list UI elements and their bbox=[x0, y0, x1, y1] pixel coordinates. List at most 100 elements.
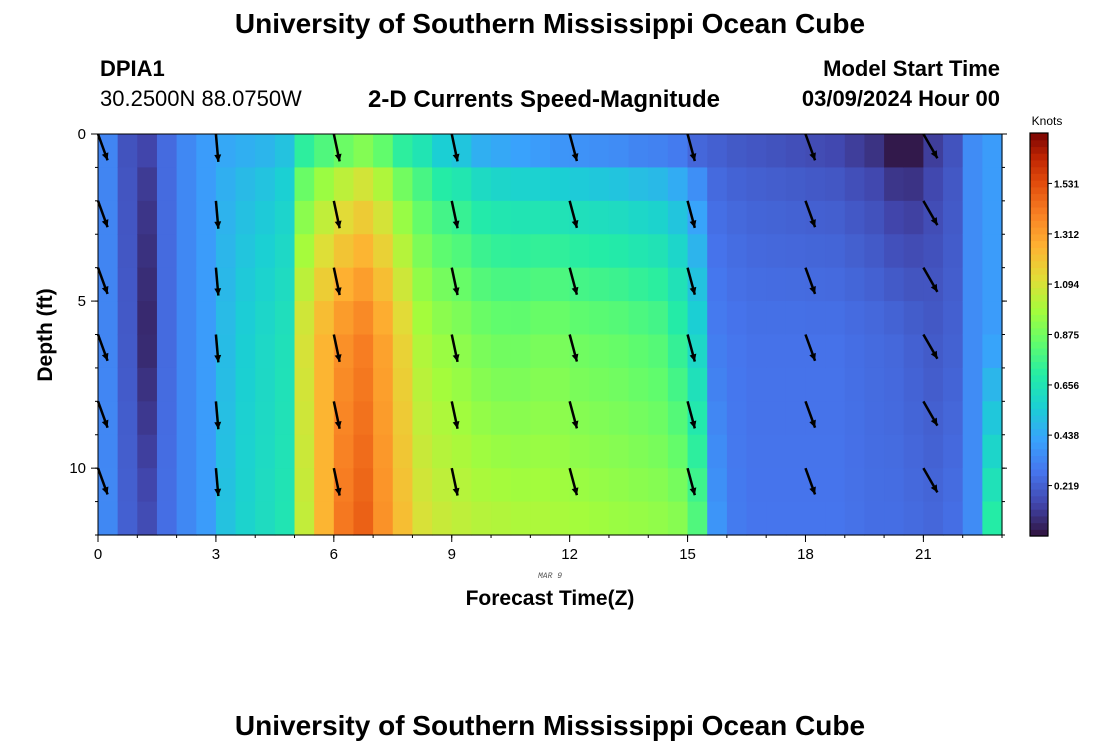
colorbar-segment bbox=[1030, 361, 1048, 369]
heatmap-cell bbox=[707, 301, 728, 336]
heatmap-cell bbox=[491, 367, 512, 402]
heatmap-cell bbox=[550, 468, 571, 503]
heatmap-cell bbox=[510, 134, 531, 169]
current-arrow bbox=[332, 267, 342, 296]
heatmap-cell bbox=[726, 334, 748, 369]
heatmap-cell bbox=[333, 501, 355, 536]
heatmap-cell bbox=[726, 200, 748, 235]
current-arrow bbox=[214, 468, 222, 497]
heatmap-cell bbox=[746, 200, 767, 235]
current-arrow bbox=[804, 467, 817, 495]
heatmap-cell bbox=[844, 134, 866, 169]
heatmap-cell bbox=[589, 367, 610, 402]
heatmap-cell bbox=[746, 334, 767, 369]
heatmap-cell bbox=[392, 200, 414, 235]
current-arrow bbox=[96, 400, 109, 429]
heatmap-cell bbox=[255, 234, 276, 269]
colorbar-segment bbox=[1030, 502, 1048, 510]
heatmap-cell bbox=[648, 367, 669, 402]
heatmap-cell bbox=[353, 434, 374, 469]
colorbar-segment bbox=[1030, 220, 1048, 228]
current-arrow bbox=[214, 200, 222, 229]
plot-title: 2-D Currents Speed-Magnitude bbox=[368, 86, 721, 113]
x-tick-label: 18 bbox=[797, 546, 814, 563]
heatmap-cell bbox=[274, 267, 296, 302]
heatmap-cell bbox=[903, 334, 924, 369]
heatmap-cell bbox=[274, 401, 296, 436]
heatmap-cell bbox=[943, 501, 964, 536]
colorbar: 0.219 0.438 0.656 0.875 1.094 1.312 1.531 bbox=[1029, 132, 1079, 537]
heatmap-cell bbox=[943, 334, 964, 369]
heatmap-cell bbox=[196, 267, 217, 302]
x-tick-label: 6 bbox=[330, 546, 338, 563]
current-arrow bbox=[568, 334, 579, 362]
heatmap-cell bbox=[196, 401, 217, 436]
colorbar-segment bbox=[1030, 139, 1048, 148]
heatmap-cell bbox=[353, 267, 374, 302]
heatmap-cell bbox=[255, 267, 276, 302]
heatmap-cell bbox=[884, 501, 905, 536]
colorbar-segment bbox=[1030, 408, 1048, 416]
heatmap-cell bbox=[432, 334, 453, 369]
heatmap-cell bbox=[766, 468, 787, 503]
y-tick-label: 0 bbox=[78, 126, 86, 143]
y-tick-label: 5 bbox=[78, 293, 86, 310]
colorbar-segment bbox=[1030, 274, 1048, 282]
heatmap-cell bbox=[471, 167, 492, 202]
heatmap-cell bbox=[746, 401, 767, 436]
heatmap-cell bbox=[235, 401, 256, 436]
heatmap-cell bbox=[569, 234, 590, 269]
heatmap-cell bbox=[982, 134, 1003, 169]
heatmap-cell bbox=[884, 334, 905, 369]
heatmap-cell bbox=[589, 200, 610, 235]
heatmap-cell bbox=[156, 167, 178, 202]
colorbar-tick-label: 0.219 bbox=[1054, 482, 1079, 493]
heatmap-cell bbox=[864, 200, 885, 235]
colorbar-segment bbox=[1030, 180, 1048, 188]
heatmap-cell bbox=[667, 301, 689, 336]
current-arrow bbox=[804, 267, 817, 295]
heatmap-cell bbox=[117, 334, 138, 369]
heatmap-cell bbox=[353, 468, 374, 503]
colorbar-segment bbox=[1030, 475, 1048, 483]
colorbar-segment bbox=[1030, 253, 1048, 262]
heatmap-cell bbox=[766, 167, 787, 202]
heatmap-cell bbox=[235, 134, 256, 169]
heatmap-cell bbox=[608, 501, 630, 536]
heatmap-cell bbox=[333, 367, 355, 402]
heatmap-cell bbox=[373, 200, 394, 235]
current-arrow bbox=[214, 401, 222, 430]
heatmap-cell bbox=[137, 167, 158, 202]
heatmap-cell bbox=[392, 234, 414, 269]
heatmap-cell bbox=[785, 401, 807, 436]
heatmap-cell bbox=[962, 401, 983, 436]
heatmap-cell bbox=[156, 134, 178, 169]
heatmap-cell bbox=[648, 200, 669, 235]
heatmap-cell bbox=[353, 334, 374, 369]
heatmap-cell bbox=[432, 167, 453, 202]
heatmap-cell bbox=[746, 301, 767, 336]
heatmap-cell bbox=[687, 200, 708, 235]
heatmap-cell bbox=[746, 167, 767, 202]
heatmap-cell bbox=[707, 367, 728, 402]
heatmap-cell bbox=[825, 301, 846, 336]
current-arrow bbox=[332, 200, 342, 229]
heatmap-cell bbox=[589, 501, 610, 536]
heatmap-cell bbox=[825, 501, 846, 536]
heatmap-cell bbox=[825, 167, 846, 202]
heatmap-cell bbox=[844, 267, 866, 302]
station-id: DPIA1 bbox=[100, 56, 165, 81]
heatmap-cell bbox=[785, 301, 807, 336]
heatmap-cell bbox=[432, 501, 453, 536]
heatmap-cell bbox=[471, 468, 492, 503]
heatmap-cell bbox=[825, 468, 846, 503]
heatmap-cell bbox=[982, 401, 1003, 436]
heatmap-cell bbox=[707, 501, 728, 536]
heatmap-cell bbox=[196, 134, 217, 169]
colorbar-segment bbox=[1030, 415, 1048, 423]
heatmap-cell bbox=[412, 434, 433, 469]
heatmap-cell bbox=[491, 401, 512, 436]
heatmap-cell bbox=[294, 234, 315, 269]
current-arrow bbox=[804, 400, 817, 429]
